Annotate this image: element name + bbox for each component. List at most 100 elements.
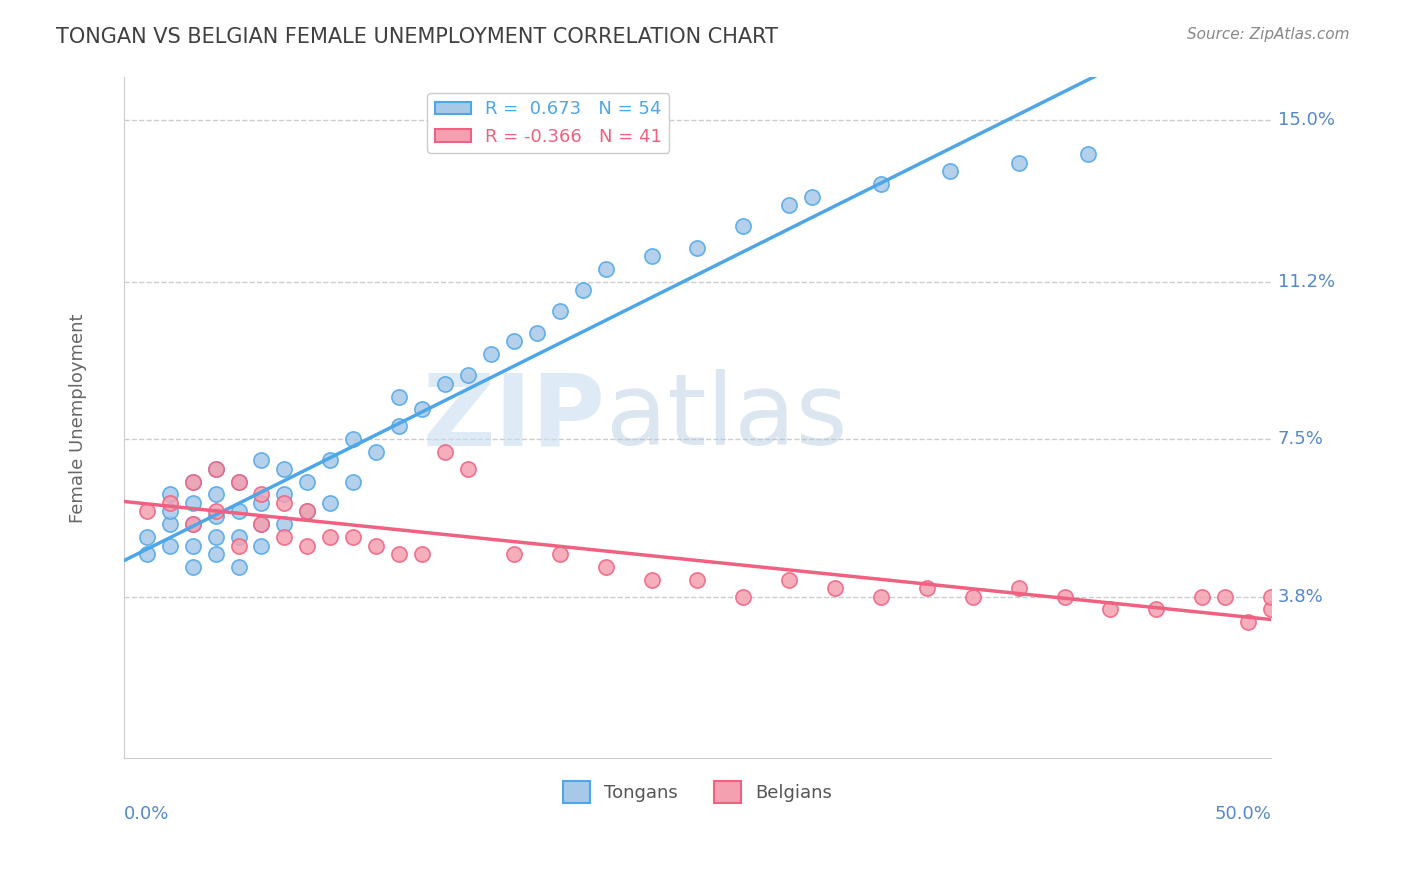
Text: Female Unemployment: Female Unemployment [69, 313, 87, 523]
Text: atlas: atlas [606, 369, 848, 467]
Point [204, 508, 226, 523]
Point [250, 496, 273, 510]
Point [159, 487, 181, 501]
Point [411, 547, 433, 561]
Point [135, 547, 157, 561]
Point [548, 547, 571, 561]
Point [1008, 581, 1031, 595]
Point [686, 573, 709, 587]
Point [159, 517, 181, 532]
Point [273, 517, 295, 532]
Text: 50.0%: 50.0% [1215, 805, 1271, 823]
Point [388, 547, 411, 561]
Point [388, 390, 411, 404]
Point [181, 517, 204, 532]
Point [159, 504, 181, 518]
Point [1260, 602, 1282, 616]
Point [457, 462, 479, 476]
Point [181, 496, 204, 510]
Point [273, 487, 295, 501]
Point [526, 326, 548, 340]
Point [434, 445, 457, 459]
Point [204, 547, 226, 561]
Point [228, 504, 250, 518]
Point [1237, 615, 1260, 629]
Point [273, 496, 295, 510]
Point [824, 581, 846, 595]
Point [342, 530, 364, 544]
Point [297, 504, 319, 518]
Point [181, 517, 204, 532]
Point [1008, 155, 1031, 169]
Point [228, 475, 250, 489]
Point [159, 496, 181, 510]
Text: 3.8%: 3.8% [1278, 588, 1323, 606]
Point [250, 517, 273, 532]
Point [135, 504, 157, 518]
Point [250, 453, 273, 467]
Point [1053, 590, 1076, 604]
Point [915, 581, 938, 595]
Point [250, 487, 273, 501]
Point [778, 573, 800, 587]
Point [204, 487, 226, 501]
Point [181, 475, 204, 489]
Point [250, 539, 273, 553]
Point [939, 164, 962, 178]
Point [571, 283, 593, 297]
Point [159, 539, 181, 553]
Point [640, 573, 662, 587]
Text: 0.0%: 0.0% [124, 805, 169, 823]
Point [640, 249, 662, 263]
Text: 11.2%: 11.2% [1278, 273, 1336, 291]
Point [204, 462, 226, 476]
Text: 7.5%: 7.5% [1278, 430, 1324, 448]
Point [595, 261, 617, 276]
Point [870, 590, 893, 604]
Text: ZIP: ZIP [423, 369, 606, 467]
Text: 15.0%: 15.0% [1278, 111, 1334, 129]
Point [204, 504, 226, 518]
Point [733, 590, 755, 604]
Point [1099, 602, 1122, 616]
Point [870, 177, 893, 191]
Point [686, 241, 709, 255]
Point [319, 530, 342, 544]
Point [1076, 147, 1098, 161]
Text: Source: ZipAtlas.com: Source: ZipAtlas.com [1187, 27, 1350, 42]
Point [342, 432, 364, 446]
Point [342, 475, 364, 489]
Point [273, 462, 295, 476]
Legend: Tongans, Belgians: Tongans, Belgians [555, 774, 839, 811]
Point [503, 547, 526, 561]
Point [366, 445, 388, 459]
Point [319, 453, 342, 467]
Text: TONGAN VS BELGIAN FEMALE UNEMPLOYMENT CORRELATION CHART: TONGAN VS BELGIAN FEMALE UNEMPLOYMENT CO… [56, 27, 778, 46]
Point [228, 559, 250, 574]
Point [297, 475, 319, 489]
Point [228, 539, 250, 553]
Point [319, 496, 342, 510]
Point [297, 539, 319, 553]
Point [1191, 590, 1213, 604]
Point [181, 539, 204, 553]
Point [366, 539, 388, 553]
Point [778, 198, 800, 212]
Point [181, 475, 204, 489]
Point [503, 334, 526, 349]
Point [204, 530, 226, 544]
Point [479, 347, 502, 361]
Point [273, 530, 295, 544]
Point [733, 219, 755, 234]
Point [548, 304, 571, 318]
Point [962, 590, 984, 604]
Point [204, 462, 226, 476]
Point [1260, 590, 1282, 604]
Point [595, 559, 617, 574]
Point [457, 368, 479, 383]
Point [801, 189, 824, 203]
Point [434, 376, 457, 391]
Point [1213, 590, 1236, 604]
Point [388, 419, 411, 434]
Point [297, 504, 319, 518]
